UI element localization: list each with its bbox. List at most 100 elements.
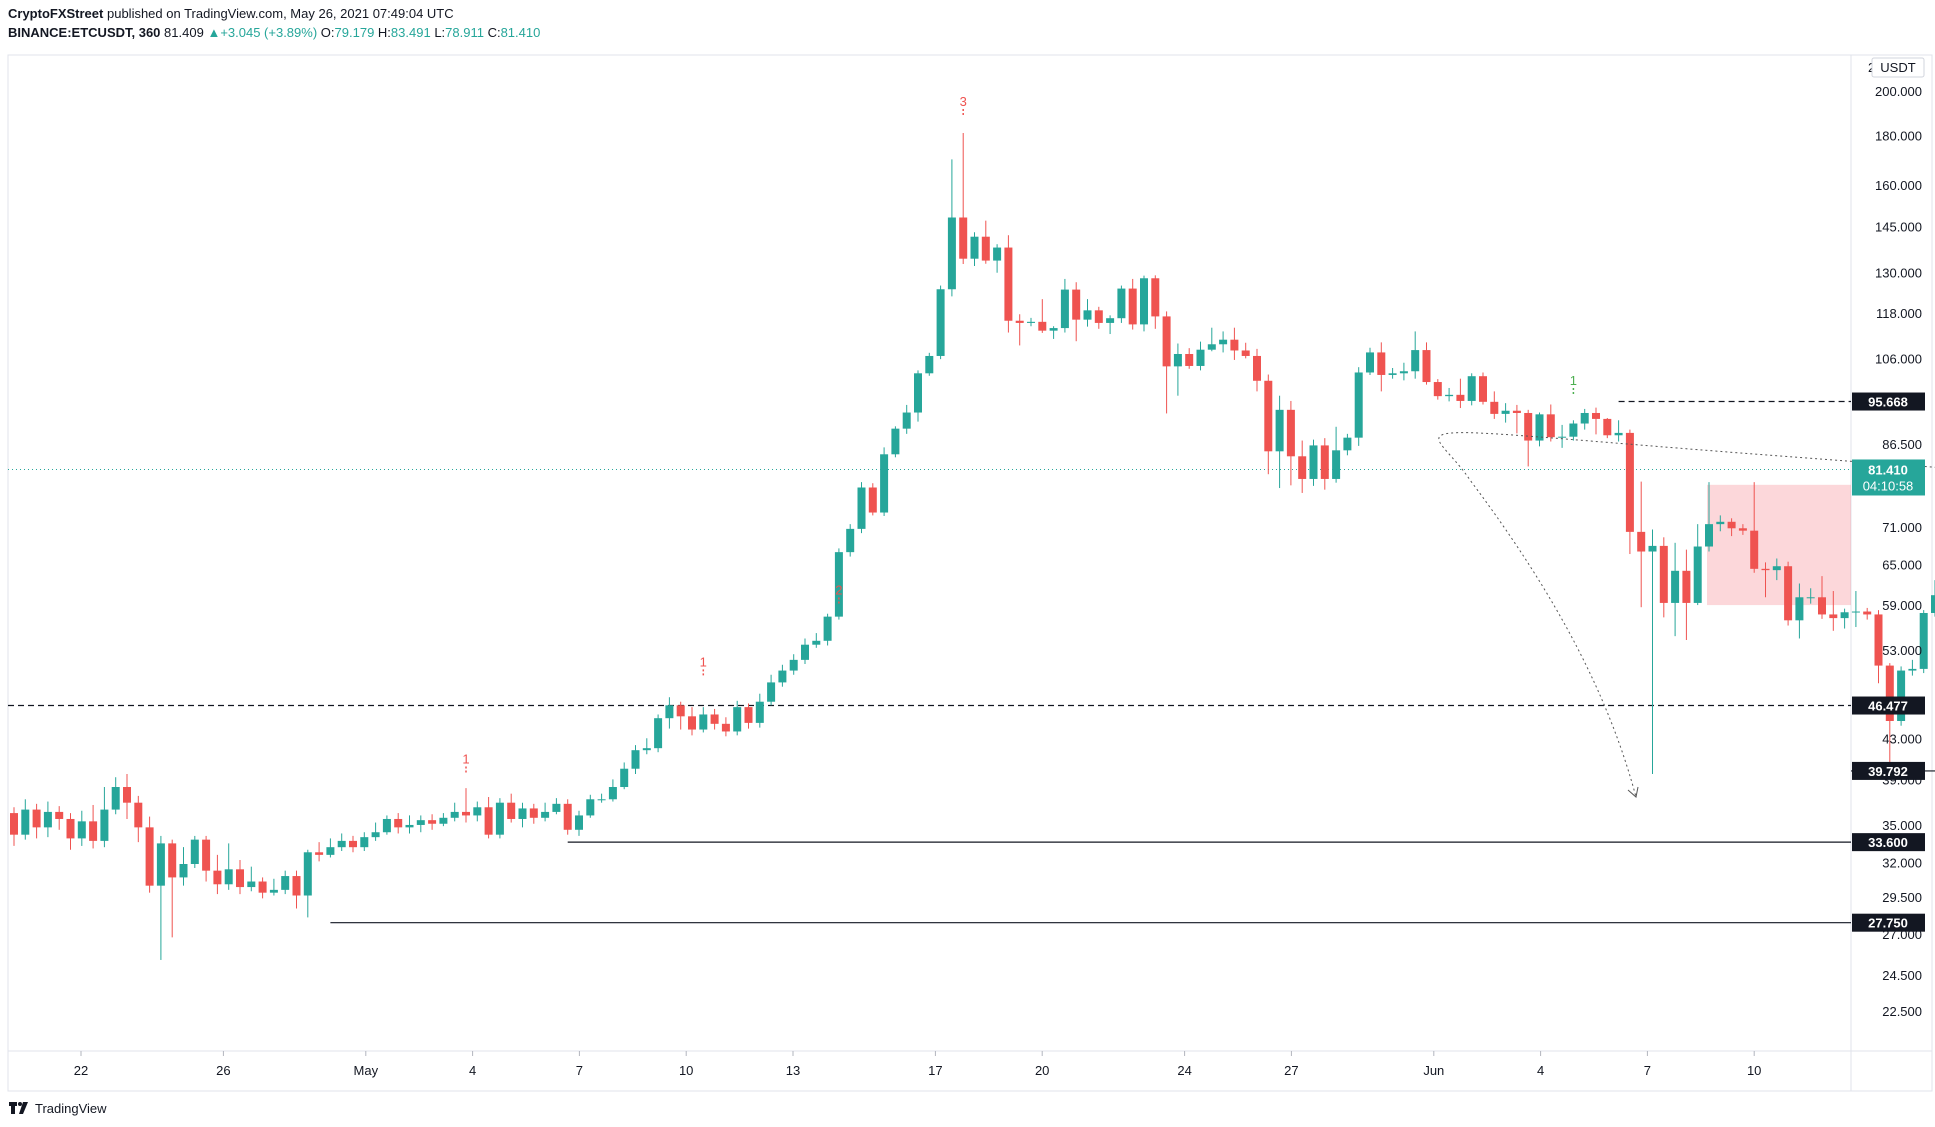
candle-body [755,701,764,723]
candle-body [1671,570,1680,603]
candle-body [767,682,776,702]
candle-body [507,802,516,819]
change-icon: ▲ [207,25,221,40]
x-tick-label: 22 [74,1063,88,1078]
ohlc-legend: BINANCE:ETCUSDT, 360 81.409 ▲+3.045 (+3.… [8,25,540,40]
tradingview-footer[interactable]: TradingView [8,1100,107,1116]
candle-body [77,821,86,839]
candle-body [1456,394,1465,401]
change-text: +3.045 (+3.89%) [220,25,318,40]
currency-badge[interactable]: USDT [1871,57,1925,78]
high-label: H: [377,25,391,40]
x-tick-label: 26 [216,1063,230,1078]
candle-body [55,811,64,819]
candle-body [1682,570,1691,603]
candle-body [213,870,222,885]
projection-arrow-icon [1627,786,1639,798]
candle-body [846,528,855,553]
candle-body [1332,450,1341,479]
candle-body [1320,445,1329,479]
candle-body [1140,278,1148,325]
candle-body [32,809,41,828]
y-tick-label: 118.000 [1876,306,1922,321]
price-tag-resistance: 95.668 [1868,395,1908,410]
candle-body [134,802,143,828]
open-label: O: [320,25,335,40]
close-value: 81.410 [500,25,541,40]
price-tag-support-bg [1852,761,1925,780]
candle-body [1874,614,1883,666]
countdown-tag: 04:10:58 [1863,478,1914,493]
candle-body [1185,353,1194,366]
symbol-label[interactable]: BINANCE:ETCUSDT, 360 [8,25,161,40]
candle-body [281,876,290,890]
candle-body [552,803,561,812]
candle-body [1840,612,1849,619]
td-count-marker: 1 [700,654,707,669]
y-tick-label: 43.000 [1882,731,1922,746]
x-tick-label: May [354,1063,379,1078]
candle-body [880,454,889,513]
candle-body [1512,410,1521,413]
candle-body [529,808,538,818]
candle-body [1603,418,1612,436]
candle-body [575,815,583,830]
candle-body [1750,530,1759,569]
candle-body [1049,328,1058,331]
candle-body [292,876,301,896]
candle-body [1727,521,1736,529]
candle-body [710,714,719,724]
candle-body [462,811,470,816]
candle-body [834,552,843,617]
candle-body [1908,668,1917,671]
candle-body [1897,670,1906,721]
candle-body [1705,524,1713,547]
x-tick-label: Jun [1423,1063,1444,1078]
candle-body [371,832,380,838]
y-tick-label: 65.000 [1882,557,1922,572]
x-tick-label: 10 [679,1063,693,1078]
x-tick-label: 4 [1537,1063,1544,1078]
candle-body [1614,432,1623,436]
candle-body [608,787,617,800]
levels-layer [8,400,1935,924]
candle-body [902,412,911,429]
candle-body [1275,409,1284,452]
candle-body [337,840,346,848]
candle-body [326,847,335,855]
axes-layer: 2 USDT 22.50024.50027.00029.50032.00035.… [74,57,1925,1078]
y-tick-label: 35.000 [1882,818,1922,833]
y-tick-label: 200.000 [1875,84,1922,99]
x-tick-label: 4 [469,1063,476,1078]
y-tick-label: 59.000 [1882,598,1922,613]
candle-body [1738,528,1747,531]
candle-body [1286,409,1295,457]
candle-body [801,644,809,660]
candle-body [688,716,696,730]
y-tick-label: 29.500 [1882,890,1922,905]
candle-body [1422,350,1431,383]
y-tick-label: 160.000 [1875,178,1922,193]
candle-body [586,799,595,816]
candle-body [1490,401,1499,414]
candle-body [258,881,267,893]
last-price-tag-bg [1852,459,1925,496]
price-tag-resistance-bg [1852,392,1925,411]
currency-label: USDT [1880,60,1915,75]
author-name[interactable]: CryptoFXStreet [8,6,104,21]
high-value: 83.491 [390,25,431,40]
candle-body [89,821,98,841]
candle-body [1637,531,1646,552]
candle-body [1027,321,1035,323]
candle-body [1151,278,1160,317]
candle-body [1479,376,1487,402]
candle-body [360,837,369,848]
candle-body [1388,373,1397,375]
candle-body [1083,310,1092,320]
candle-body [10,813,18,835]
candle-body [66,818,75,839]
candle-body [665,705,674,719]
candle-body [1761,568,1770,571]
td-count-marker: 2 [835,582,842,597]
